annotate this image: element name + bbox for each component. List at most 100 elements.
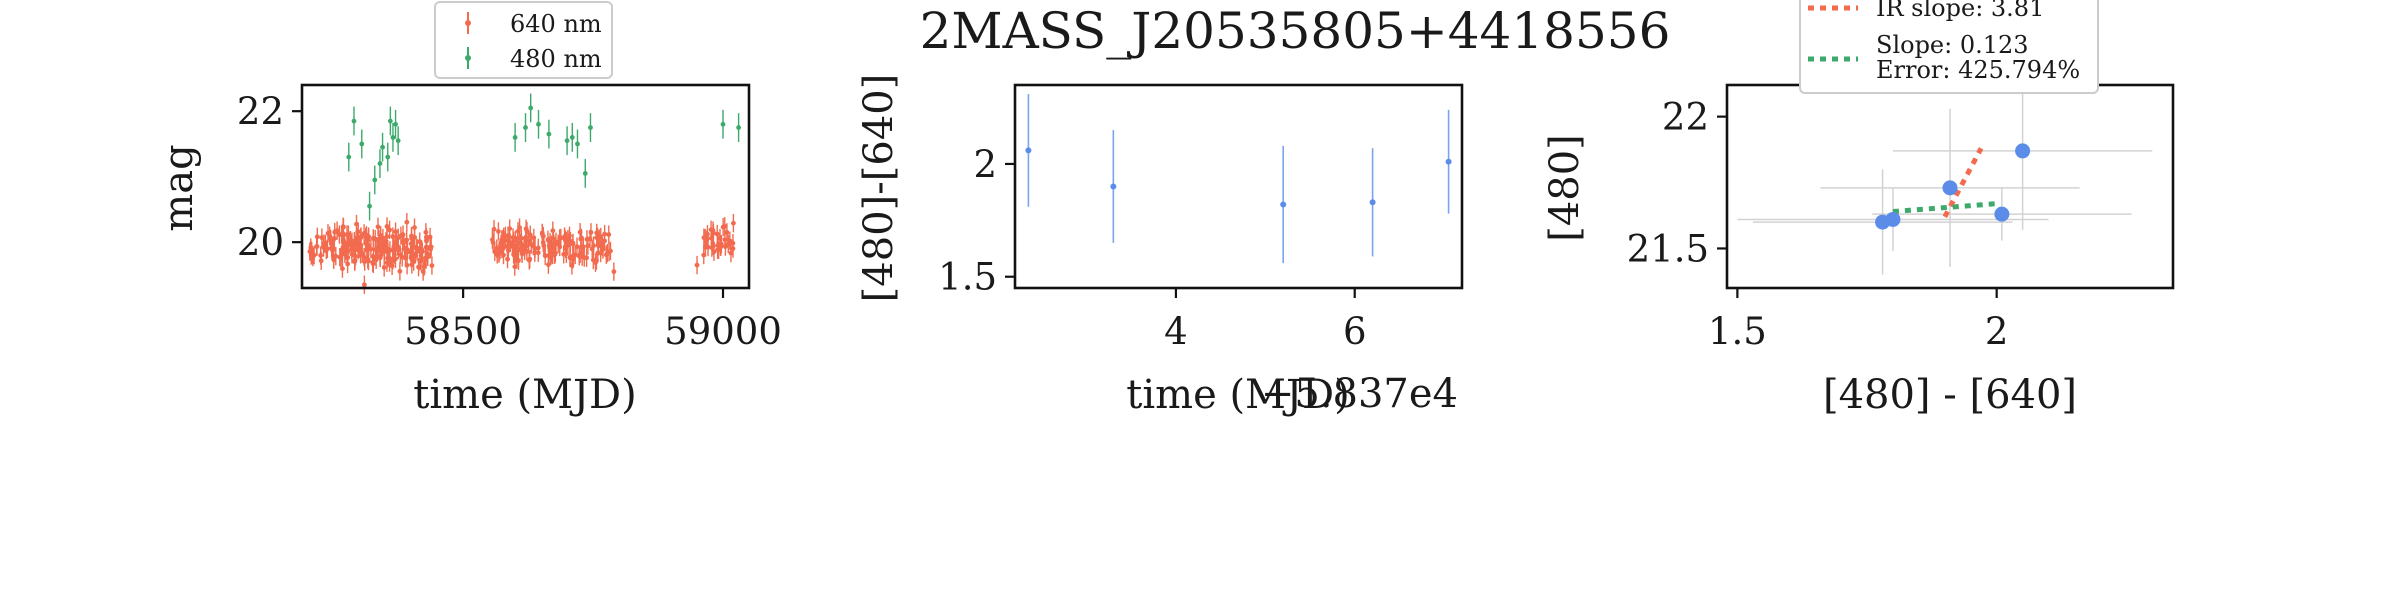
x-tick-label: 1.5	[1708, 310, 1767, 353]
data-point	[377, 161, 383, 166]
data-point	[546, 131, 552, 137]
data-point	[1110, 183, 1117, 190]
data-point	[1025, 147, 1032, 154]
lightcurve-ticks: 58500 59000 20 22	[237, 90, 782, 353]
data-point	[725, 241, 731, 247]
data-point	[598, 250, 604, 256]
data-point	[724, 230, 730, 235]
data-point	[387, 260, 392, 265]
data-point	[582, 171, 588, 176]
data-point	[507, 226, 513, 231]
data-point	[701, 235, 707, 241]
data-point	[568, 238, 573, 244]
data-point	[331, 257, 337, 263]
data-point	[341, 224, 346, 230]
data-point	[381, 264, 387, 270]
data-point	[353, 253, 358, 259]
data-point	[375, 224, 381, 230]
data-point	[536, 121, 541, 127]
data-point	[400, 238, 406, 244]
data-point	[517, 225, 522, 231]
data-point	[715, 247, 721, 253]
data-point	[393, 256, 398, 262]
data-point	[550, 248, 556, 254]
data-point	[587, 236, 593, 242]
data-point	[428, 246, 433, 252]
data-point	[429, 263, 435, 268]
data-point	[505, 256, 510, 262]
data-point	[512, 134, 518, 140]
data-point	[334, 228, 340, 234]
y-tick-label: 22	[1662, 96, 1709, 139]
data-point	[611, 269, 617, 275]
data-point	[1445, 158, 1452, 165]
data-point	[423, 257, 429, 262]
data-point	[579, 235, 584, 241]
data-point	[387, 227, 393, 233]
data-point	[385, 154, 391, 160]
data-point	[370, 235, 376, 241]
data-point	[371, 254, 376, 260]
data-point	[705, 244, 711, 250]
data-point	[542, 253, 548, 259]
color-curve-xlabel: time (MJD)	[1126, 372, 1349, 418]
data-point	[519, 248, 524, 253]
data-point	[589, 246, 595, 252]
data-point	[510, 244, 515, 249]
data-point	[507, 240, 513, 246]
data-point	[395, 138, 401, 144]
data-point	[730, 220, 736, 226]
color-curve-panel: 4 61.52 time (MJD) +5.837e4 [480]-[640]	[856, 74, 1464, 418]
data-point	[496, 229, 501, 234]
color-curve-offset-label: +5.837e4	[1261, 371, 1458, 417]
data-point	[608, 248, 613, 254]
data-point	[314, 234, 320, 240]
data-point	[397, 268, 403, 274]
data-point	[397, 252, 403, 258]
data-point	[736, 125, 742, 130]
data-point	[539, 230, 545, 236]
data-point	[390, 134, 396, 140]
data-point	[416, 264, 421, 270]
color-magnitude-ticks: 1.5 2 21.5 22	[1627, 96, 2009, 353]
legend-label-480: 480 nm	[510, 45, 602, 73]
data-point	[701, 252, 707, 258]
lightcurve-ylabel: mag	[156, 144, 202, 231]
y-tick-label: 22	[237, 90, 284, 133]
data-point	[376, 241, 382, 247]
data-point	[532, 250, 538, 256]
data-point	[540, 240, 546, 245]
data-point	[387, 118, 393, 124]
data-point	[366, 258, 371, 264]
data-point	[499, 236, 505, 242]
data-point	[355, 247, 361, 253]
legend-label-640: 640 nm	[510, 10, 602, 38]
data-point	[380, 235, 386, 241]
data-point	[563, 246, 568, 252]
data-point	[331, 247, 336, 252]
data-point	[359, 141, 365, 147]
data-point	[545, 262, 551, 268]
data-point	[308, 245, 314, 251]
x-tick-label: 58500	[404, 310, 522, 353]
data-point	[505, 243, 510, 249]
data-point	[393, 229, 398, 235]
data-point	[384, 224, 390, 229]
data-point	[393, 121, 398, 127]
data-point	[526, 257, 532, 263]
data-point	[340, 266, 345, 272]
color-curve-axes-frame	[1013, 83, 1464, 290]
data-point	[606, 232, 612, 237]
data-point	[1885, 211, 1901, 227]
data-point	[512, 254, 518, 260]
lightcurve-legend: 640 nm 480 nm	[434, 1, 613, 79]
x-tick-label: 2	[1985, 310, 2009, 353]
color-magnitude-ylabel: [480]	[1542, 134, 1588, 242]
data-point	[395, 235, 401, 241]
data-point	[366, 237, 371, 243]
data-point	[367, 203, 372, 209]
color-magnitude-panel: 1.5 2 21.5 22 [480] - [640] [480] IR slope:…	[1542, 0, 2175, 418]
data-point	[567, 254, 573, 260]
data-point	[567, 233, 572, 239]
